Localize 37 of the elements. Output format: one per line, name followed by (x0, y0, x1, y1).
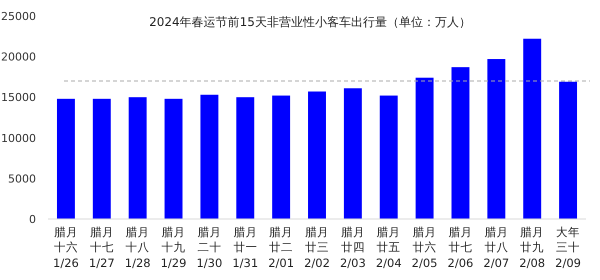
y-tick-label: 5000 (8, 172, 36, 186)
chart-title: 2024年春运节前15天非营业性小客车出行量（单位：万人） (149, 15, 471, 29)
x-tick-label: 腊月廿九2/08 (519, 225, 546, 270)
y-tick-label: 0 (29, 213, 36, 226)
x-tick-label: 腊月廿一1/31 (232, 225, 258, 270)
x-tick-label: 腊月廿五2/04 (376, 225, 402, 270)
bar (308, 92, 326, 219)
bar (272, 96, 290, 219)
y-tick-label: 20000 (1, 50, 36, 64)
x-tick-label: 腊月廿六2/05 (412, 225, 438, 270)
bar (380, 96, 398, 219)
bar (236, 97, 254, 219)
bar (164, 98, 182, 219)
x-tick-label: 腊月廿七2/06 (448, 225, 474, 270)
y-tick-label: 15000 (1, 91, 36, 104)
x-tick-label: 腊月十九1/29 (160, 225, 186, 270)
bar (559, 82, 578, 219)
x-tick-label: 腊月十八1/28 (124, 225, 151, 270)
y-tick-label: 10000 (1, 132, 36, 145)
bar (56, 98, 75, 219)
bar (344, 88, 362, 219)
bar (416, 78, 434, 219)
x-tick-label: 腊月廿八2/07 (483, 225, 510, 270)
x-tick-label: 腊月廿四2/03 (340, 225, 366, 270)
bar (200, 94, 218, 219)
bar (452, 67, 470, 219)
x-tick-label: 大年三十2/09 (555, 225, 581, 270)
x-tick-label: 腊月廿三2/02 (304, 225, 330, 270)
x-tick-label: 腊月十六1/26 (53, 225, 79, 270)
bar (523, 38, 542, 219)
bar (128, 97, 147, 219)
y-tick-label: 25000 (1, 10, 36, 23)
bar (92, 98, 111, 219)
x-tick-label: 腊月十七1/27 (88, 225, 115, 270)
bar (487, 59, 506, 219)
x-tick-label: 腊月廿二2/01 (268, 225, 294, 270)
x-tick-label: 腊月二十1/30 (196, 225, 222, 270)
